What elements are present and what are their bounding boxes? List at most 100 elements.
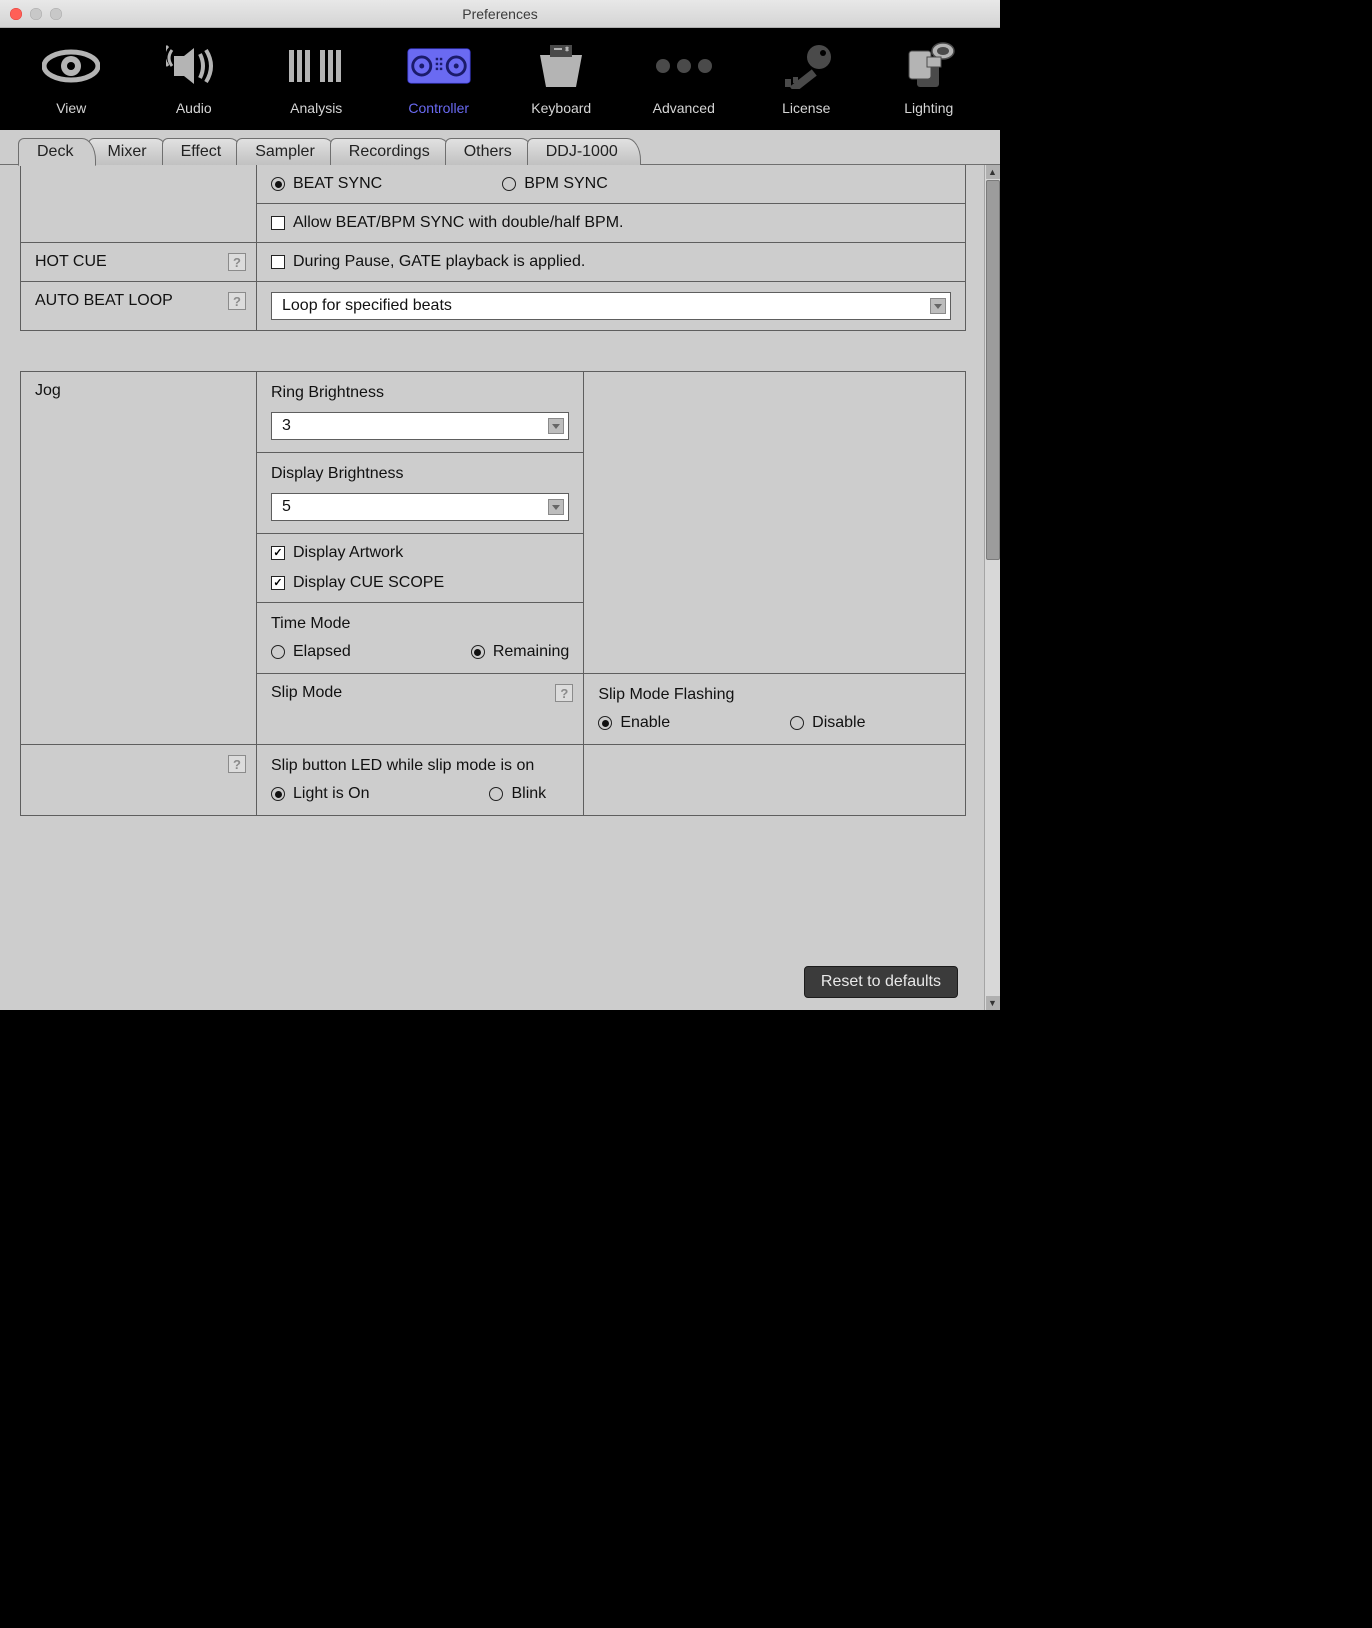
checkbox-icon — [271, 255, 285, 269]
radio-label: BPM SYNC — [524, 175, 608, 193]
scroll-down-arrow[interactable]: ▼ — [986, 996, 1000, 1010]
toolbar-label: Audio — [176, 100, 212, 116]
autobeatloop-select[interactable]: Loop for specified beats — [271, 292, 951, 320]
sync-mode-group: BEAT SYNC BPM SYNC — [271, 175, 951, 193]
radio-label: Elapsed — [293, 643, 351, 661]
slip-flashing-enable-radio[interactable]: Enable — [598, 714, 670, 732]
jog-label: Jog — [35, 382, 61, 399]
help-icon[interactable]: ? — [228, 292, 246, 310]
reset-defaults-button[interactable]: Reset to defaults — [804, 966, 958, 998]
hotcue-label: HOT CUE — [35, 253, 107, 270]
toolbar-label: Lighting — [904, 100, 953, 116]
keyboard-icon — [529, 40, 593, 92]
slip-led-group: Light is On Blink — [271, 785, 569, 803]
bpm-sync-radio[interactable]: BPM SYNC — [502, 175, 608, 193]
tab-others[interactable]: Others — [445, 138, 535, 165]
radio-icon — [271, 787, 285, 801]
window-controls — [0, 8, 62, 20]
tab-recordings[interactable]: Recordings — [330, 138, 453, 165]
toolbar-label: View — [56, 100, 86, 116]
time-mode-remaining-radio[interactable]: Remaining — [471, 643, 569, 661]
toolbar-view[interactable]: View — [16, 40, 126, 116]
dots-icon — [652, 40, 716, 92]
speaker-icon — [162, 40, 226, 92]
key-icon — [774, 40, 838, 92]
maximize-button[interactable] — [50, 8, 62, 20]
tabbar: Deck Mixer Effect Sampler Recordings Oth… — [0, 130, 1000, 165]
beat-sync-radio[interactable]: BEAT SYNC — [271, 175, 382, 193]
content-area: ▲ ▼ BEAT SYNC — [0, 165, 1000, 1010]
slip-flashing-label: Slip Mode Flashing — [598, 686, 951, 704]
tab-ddj1000[interactable]: DDJ-1000 — [527, 138, 641, 165]
scroll-up-arrow[interactable]: ▲ — [986, 165, 1000, 179]
gate-playback-checkbox[interactable]: During Pause, GATE playback is applied. — [271, 253, 951, 271]
dropdown-value: 5 — [282, 498, 291, 516]
chevron-down-icon — [548, 499, 564, 515]
tab-sampler[interactable]: Sampler — [236, 138, 338, 165]
titlebar: Preferences — [0, 0, 1000, 28]
eye-icon — [39, 40, 103, 92]
checkbox-icon — [271, 576, 285, 590]
time-mode-group: Elapsed Remaining — [271, 643, 569, 661]
sync-table: BEAT SYNC BPM SYNC Allow BE — [20, 165, 966, 331]
radio-label: BEAT SYNC — [293, 175, 382, 193]
radio-label: Remaining — [493, 643, 569, 661]
slip-flashing-disable-radio[interactable]: Disable — [790, 714, 865, 732]
tab-deck[interactable]: Deck — [18, 138, 96, 166]
help-icon[interactable]: ? — [228, 755, 246, 773]
radio-label: Blink — [511, 785, 546, 803]
toolbar-advanced[interactable]: Advanced — [629, 40, 739, 116]
close-button[interactable] — [10, 8, 22, 20]
jog-table: Jog Ring Brightness 3 — [20, 371, 966, 816]
tab-effect[interactable]: Effect — [162, 138, 245, 165]
checkbox-label: Display CUE SCOPE — [293, 574, 444, 592]
slip-led-on-radio[interactable]: Light is On — [271, 785, 369, 803]
tab-mixer[interactable]: Mixer — [88, 138, 169, 165]
toolbar-lighting[interactable]: Lighting — [874, 40, 984, 116]
checkbox-icon — [271, 216, 285, 230]
help-icon[interactable]: ? — [228, 253, 246, 271]
toolbar-controller[interactable]: Controller — [384, 40, 494, 116]
minimize-button[interactable] — [30, 8, 42, 20]
slip-mode-label: Slip Mode — [271, 684, 342, 701]
radio-label: Light is On — [293, 785, 369, 803]
checkbox-icon — [271, 546, 285, 560]
radio-icon — [489, 787, 503, 801]
slip-led-blink-radio[interactable]: Blink — [489, 785, 546, 803]
dropdown-value: Loop for specified beats — [282, 297, 452, 315]
toolbar-label: License — [782, 100, 830, 116]
scrollbar[interactable]: ▲ ▼ — [984, 165, 1000, 1010]
toolbar-analysis[interactable]: Analysis — [261, 40, 371, 116]
help-icon[interactable]: ? — [555, 684, 573, 702]
radio-icon — [271, 645, 285, 659]
toolbar-label: Controller — [408, 100, 469, 116]
controller-icon — [407, 40, 471, 92]
toolbar: View Audio Analysis Controller — [0, 28, 1000, 130]
radio-label: Disable — [812, 714, 865, 732]
preferences-window: Preferences View Audio Analysis — [0, 0, 1000, 1010]
toolbar-keyboard[interactable]: Keyboard — [506, 40, 616, 116]
lighting-icon — [897, 40, 961, 92]
toolbar-license[interactable]: License — [751, 40, 861, 116]
checkbox-label: Display Artwork — [293, 544, 403, 562]
display-brightness-label: Display Brightness — [271, 465, 569, 483]
allow-half-double-checkbox[interactable]: Allow BEAT/BPM SYNC with double/half BPM… — [271, 214, 951, 232]
toolbar-label: Keyboard — [531, 100, 591, 116]
toolbar-label: Analysis — [290, 100, 342, 116]
display-brightness-select[interactable]: 5 — [271, 493, 569, 521]
chevron-down-icon — [548, 418, 564, 434]
footer: Reset to defaults — [20, 966, 980, 1010]
chevron-down-icon — [930, 298, 946, 314]
time-mode-elapsed-radio[interactable]: Elapsed — [271, 643, 351, 661]
display-cue-scope-checkbox[interactable]: Display CUE SCOPE — [271, 574, 569, 592]
ring-brightness-label: Ring Brightness — [271, 384, 569, 402]
toolbar-audio[interactable]: Audio — [139, 40, 249, 116]
scroll-thumb[interactable] — [986, 180, 1000, 560]
autobeatloop-label: AUTO BEAT LOOP — [35, 292, 173, 309]
toolbar-label: Advanced — [653, 100, 715, 116]
time-mode-label: Time Mode — [271, 615, 569, 633]
radio-icon — [598, 716, 612, 730]
slip-flashing-group: Enable Disable — [598, 714, 951, 732]
display-artwork-checkbox[interactable]: Display Artwork — [271, 544, 569, 562]
ring-brightness-select[interactable]: 3 — [271, 412, 569, 440]
